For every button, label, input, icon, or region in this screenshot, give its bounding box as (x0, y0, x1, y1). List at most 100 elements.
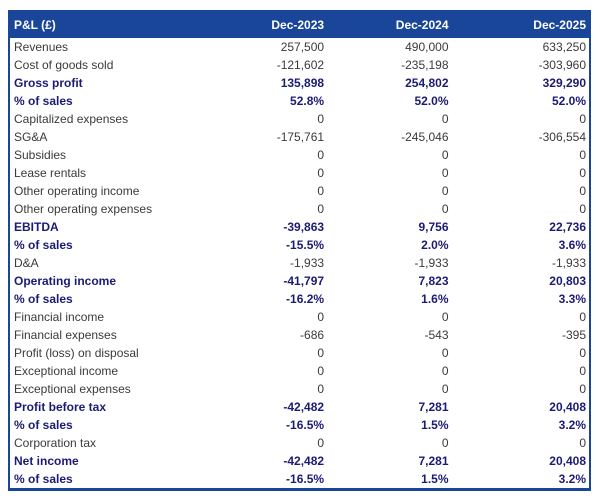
cell-value-period-1: -686 (300, 328, 325, 342)
cell-value-period-1: 52.8% (290, 94, 325, 108)
cell-value-period-1: -16.2% (286, 292, 325, 306)
row-label: Lease rentals (14, 166, 87, 180)
cell-value-period-1: -175,761 (276, 130, 325, 144)
table-row: Cost of goods sold -121,602 -235,198 -30… (9, 56, 590, 74)
cell-value-period-3: 0 (579, 346, 586, 360)
row-label: Exceptional expenses (14, 382, 131, 396)
cell-value-period-3: -1,933 (551, 256, 586, 270)
header-cell-period-1: Dec-2023 (204, 11, 328, 38)
row-label: % of sales (14, 472, 73, 486)
cell-value-period-2: 1.6% (421, 292, 449, 306)
cell-value-period-2: 1.5% (421, 472, 449, 486)
row-label: Financial expenses (14, 328, 117, 342)
cell-value-period-1: 0 (317, 364, 325, 378)
cell-value-period-2: -235,198 (401, 58, 449, 72)
cell-value-period-2: 0 (441, 436, 449, 450)
table-row: % of sales 52.8% 52.0% 52.0% (9, 92, 590, 110)
cell-value-period-3: 3.2% (558, 418, 586, 432)
cell-value-period-2: 0 (441, 202, 449, 216)
cell-value-period-3: 0 (579, 382, 586, 396)
row-label: SG&A (14, 130, 48, 144)
table-row: % of sales -16.5% 1.5% 3.2% (9, 416, 590, 434)
cell-value-period-3: 0 (579, 112, 586, 126)
cell-value-period-2: -245,046 (401, 130, 449, 144)
cell-value-period-3: 329,290 (542, 76, 586, 90)
table-row: Capitalized expenses 0 0 0 (9, 110, 590, 128)
table-row: D&A -1,933 -1,933 -1,933 (9, 254, 590, 272)
cell-value-period-2: 7,281 (418, 400, 449, 414)
table-row: % of sales -15.5% 2.0% 3.6% (9, 236, 590, 254)
table-row: Exceptional income 0 0 0 (9, 362, 590, 380)
row-label: Gross profit (14, 76, 83, 90)
cell-value-period-3: 52.0% (551, 94, 586, 108)
cell-value-period-3: 22,736 (549, 220, 586, 234)
header-cell-period-3: Dec-2025 (451, 11, 590, 38)
row-label: Revenues (14, 40, 69, 54)
pl-statement-table: P&L (£) Dec-2023 Dec-2024 Dec-2025 Reven… (8, 10, 591, 491)
cell-value-period-2: -1,933 (414, 256, 449, 270)
row-label: % of sales (14, 292, 73, 306)
row-label: Other operating income (14, 184, 140, 198)
row-label: D&A (14, 256, 39, 270)
cell-value-period-3: 0 (579, 202, 586, 216)
row-label: Subsidies (14, 148, 67, 162)
row-label: Cost of goods sold (14, 58, 114, 72)
row-label: Profit (loss) on disposal (14, 346, 139, 360)
cell-value-period-1: 0 (317, 166, 325, 180)
table-row: SG&A -175,761 -245,046 -306,554 (9, 128, 590, 146)
cell-value-period-3: 633,250 (542, 40, 586, 54)
row-label: Exceptional income (14, 364, 119, 378)
cell-value-period-2: 7,823 (418, 274, 449, 288)
header-cell-title: P&L (£) (9, 11, 205, 38)
cell-value-period-1: -42,482 (283, 400, 325, 414)
row-label: Capitalized expenses (14, 112, 129, 126)
cell-value-period-3: 0 (579, 148, 586, 162)
table-row: Lease rentals 0 0 0 (9, 164, 590, 182)
cell-value-period-1: -121,602 (276, 58, 325, 72)
cell-value-period-1: 257,500 (280, 40, 325, 54)
cell-value-period-3: 0 (579, 436, 586, 450)
cell-value-period-3: -306,554 (538, 130, 586, 144)
cell-value-period-2: 0 (441, 382, 449, 396)
cell-value-period-3: -303,960 (538, 58, 586, 72)
cell-value-period-2: 490,000 (405, 40, 449, 54)
cell-value-period-1: 135,898 (280, 76, 325, 90)
cell-value-period-1: -42,482 (283, 454, 325, 468)
cell-value-period-3: -395 (561, 328, 586, 342)
cell-value-period-2: 0 (441, 346, 449, 360)
cell-value-period-2: 9,756 (418, 220, 449, 234)
table-row: % of sales -16.5% 1.5% 3.2% (9, 470, 590, 490)
cell-value-period-1: -15.5% (286, 238, 325, 252)
cell-value-period-1: 0 (317, 184, 325, 198)
cell-value-period-1: -16.5% (286, 418, 325, 432)
cell-value-period-1: -16.5% (286, 472, 325, 486)
cell-value-period-3: 0 (579, 310, 586, 324)
cell-value-period-2: 7,281 (418, 454, 449, 468)
cell-value-period-3: 3.2% (558, 472, 586, 486)
cell-value-period-2: 0 (441, 364, 449, 378)
cell-value-period-1: 0 (317, 382, 325, 396)
table-row: Subsidies 0 0 0 (9, 146, 590, 164)
table-row: % of sales -16.2% 1.6% 3.3% (9, 290, 590, 308)
table-row: Operating income -41,797 7,823 20,803 (9, 272, 590, 290)
table-row: Other operating expenses 0 0 0 (9, 200, 590, 218)
pl-statement-table-container: P&L (£) Dec-2023 Dec-2024 Dec-2025 Reven… (8, 10, 591, 491)
table-row: Profit (loss) on disposal 0 0 0 (9, 344, 590, 362)
row-label: Operating income (14, 274, 117, 288)
cell-value-period-2: 254,802 (405, 76, 449, 90)
table-row: Financial expenses -686 -543 -395 (9, 326, 590, 344)
table-row: Revenues 257,500 490,000 633,250 (9, 38, 590, 56)
cell-value-period-2: 0 (441, 310, 449, 324)
header-row: P&L (£) Dec-2023 Dec-2024 Dec-2025 (9, 11, 590, 38)
row-label: % of sales (14, 238, 73, 252)
cell-value-period-2: 52.0% (414, 94, 449, 108)
cell-value-period-1: 0 (317, 436, 325, 450)
cell-value-period-2: 2.0% (421, 238, 449, 252)
table-row: Gross profit 135,898 254,802 329,290 (9, 74, 590, 92)
cell-value-period-2: 0 (441, 148, 449, 162)
cell-value-period-1: 0 (317, 202, 325, 216)
cell-value-period-1: 0 (317, 346, 325, 360)
row-label: Other operating expenses (14, 202, 153, 216)
cell-value-period-1: 0 (317, 310, 325, 324)
row-label: EBITDA (14, 220, 59, 234)
